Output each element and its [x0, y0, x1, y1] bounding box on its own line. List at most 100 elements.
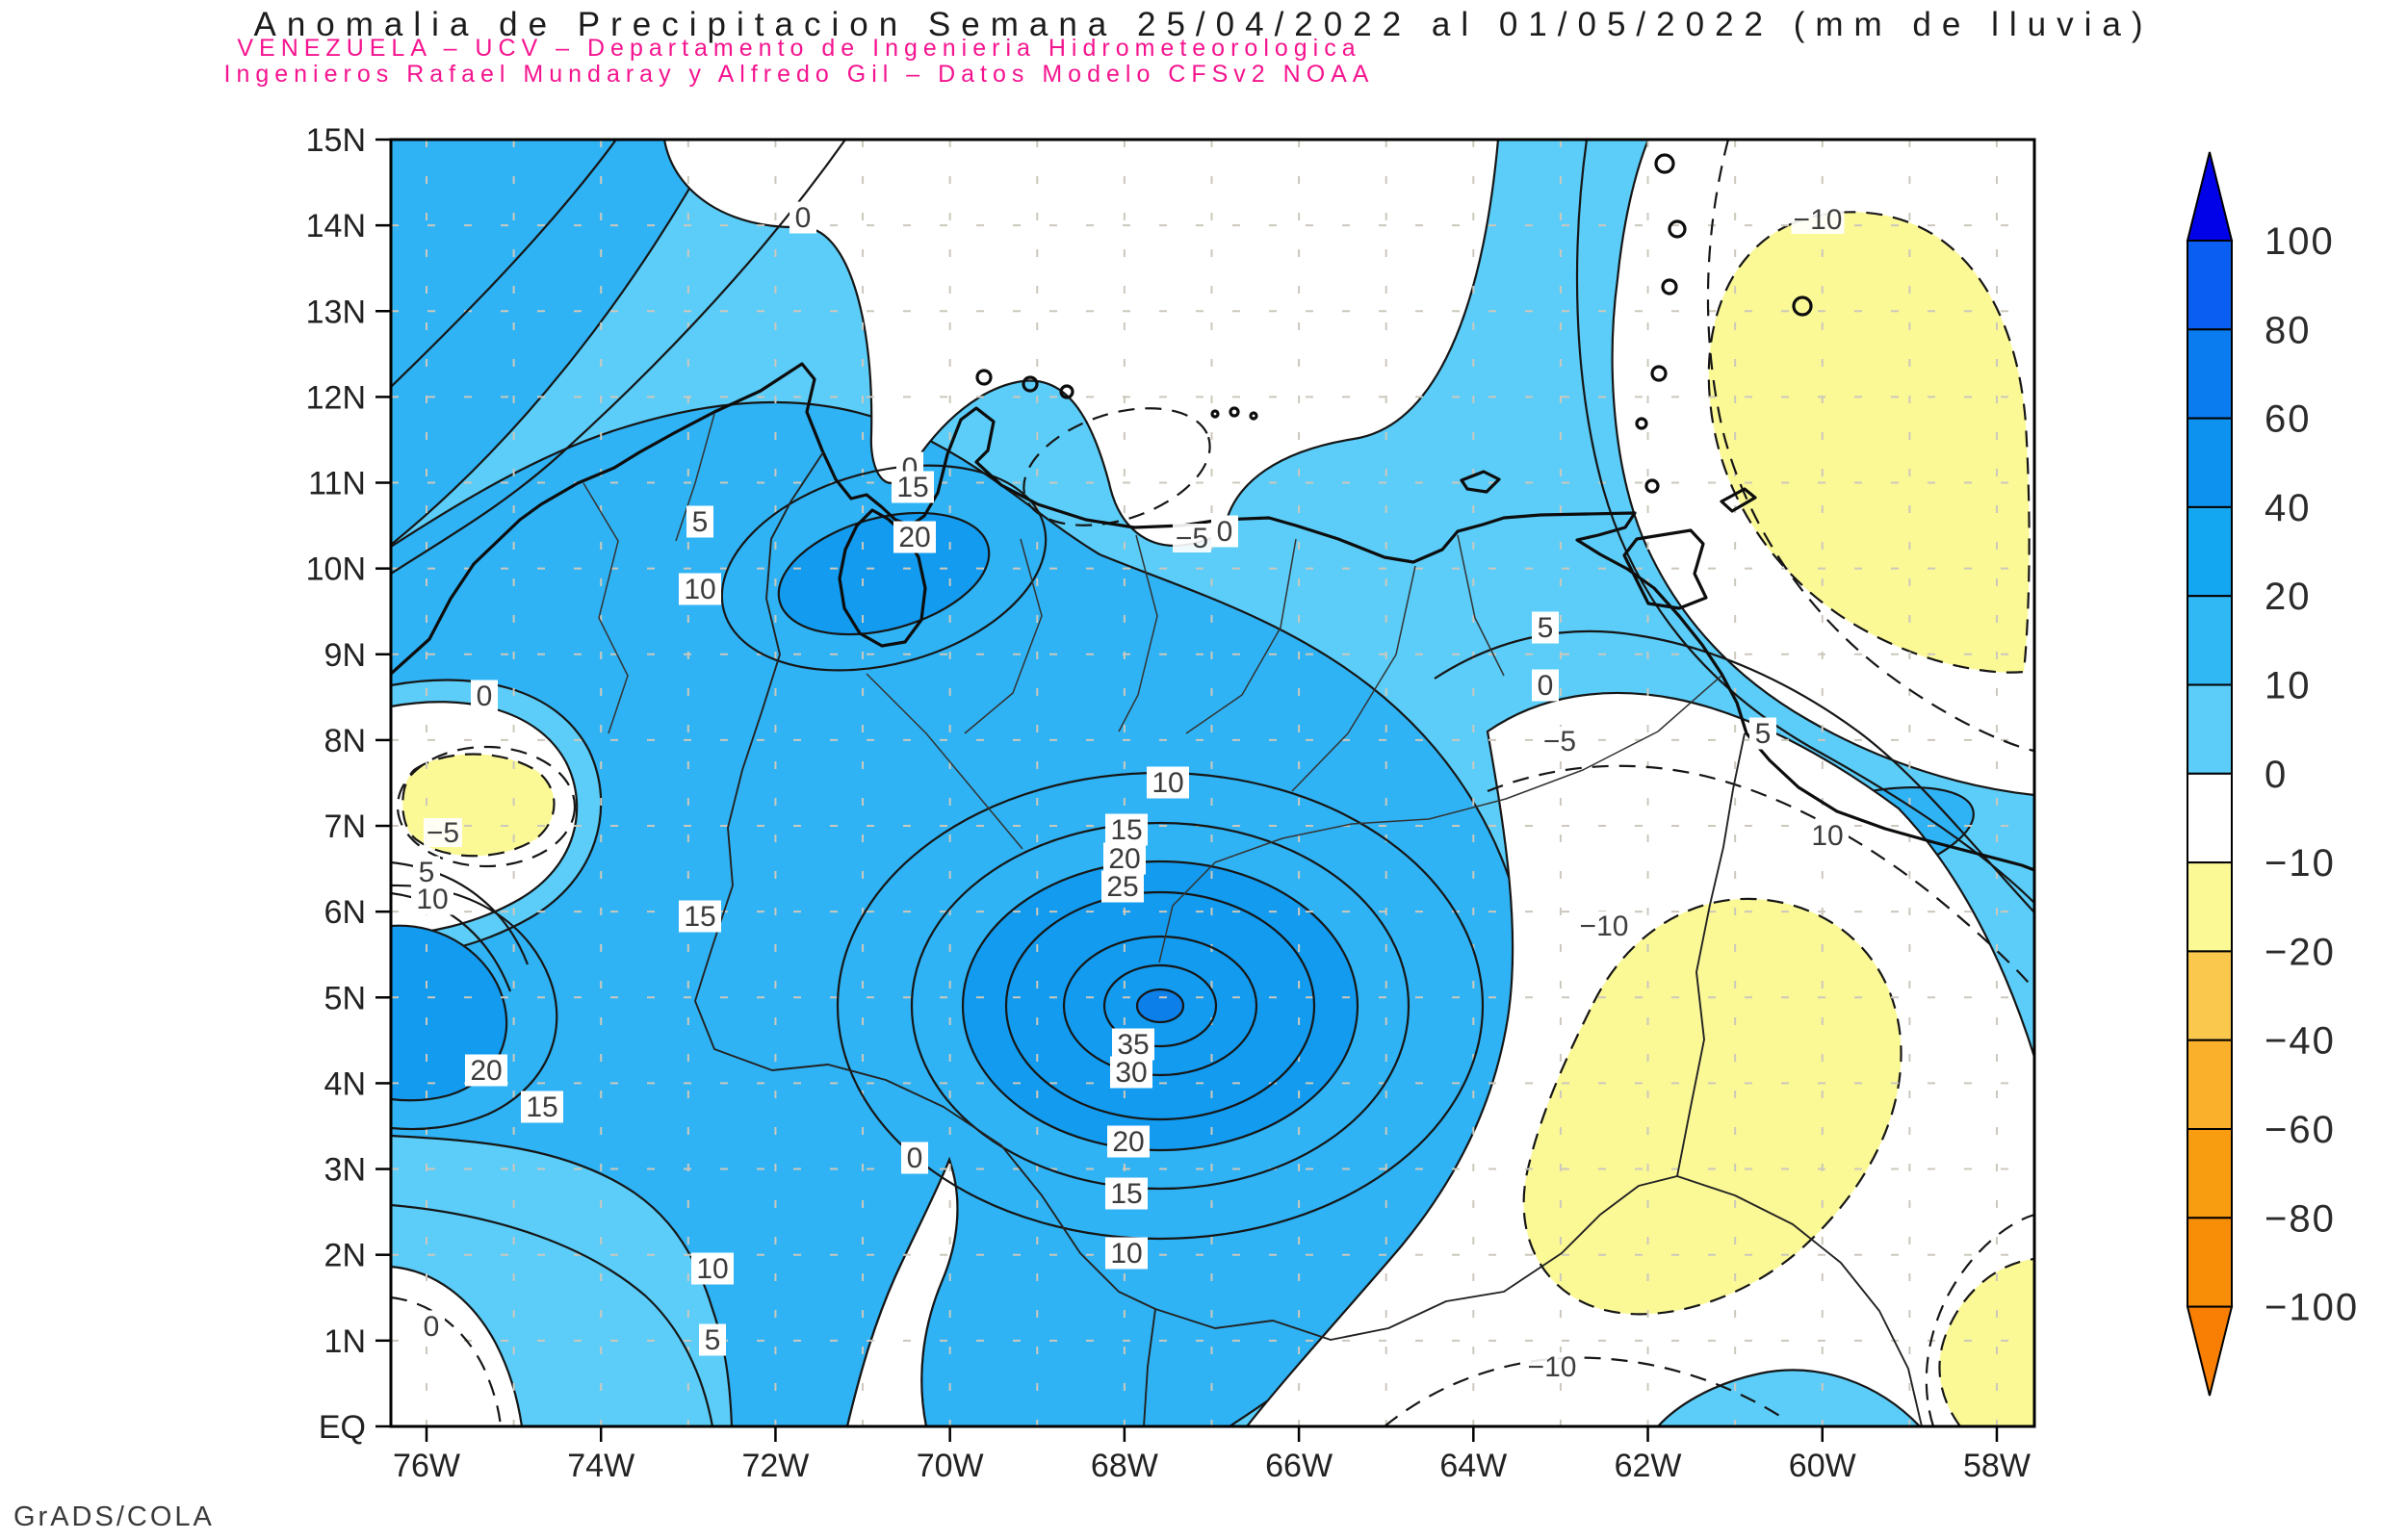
contour-label: 10 [1152, 767, 1183, 799]
map-frame [389, 138, 2036, 1428]
contour-label-negative: −10 [1580, 911, 1629, 942]
contour-label: 5 [705, 1324, 721, 1356]
fill-band-neg10-yellow [401, 211, 2034, 1426]
page-title: Anomalia de Precipitacion Semana 25/04/2… [253, 6, 2154, 43]
contour-label-box [1105, 1237, 1148, 1270]
contour-label-box [789, 201, 816, 234]
y-axis-label: 13N [306, 294, 366, 330]
contour-label: 10 [696, 1253, 728, 1285]
contour-label-halo [424, 818, 462, 847]
contour-label: 0 [424, 1311, 440, 1343]
legend-swatch [2187, 240, 2233, 331]
contour-label: 20 [1108, 843, 1140, 875]
contour-label: 5 [419, 857, 435, 888]
contour-label-negative: −10 [1794, 204, 1843, 236]
state-lines [582, 413, 1722, 963]
contour-label: 5 [1755, 718, 1772, 750]
grads-watermark: GrADS/COLA [13, 1502, 215, 1532]
contour-label: 10 [1110, 1238, 1142, 1270]
contour-label-box [691, 1252, 734, 1285]
contour-label: 25 [1106, 871, 1138, 903]
legend-swatch [2187, 1217, 2233, 1308]
legend-swatch [2187, 595, 2233, 686]
legend-triangle-top [2186, 151, 2234, 242]
contour-label-halo [1173, 524, 1211, 552]
legend-swatch [2187, 861, 2233, 953]
contour-label-box [679, 573, 721, 605]
x-axis-label: 66W [1265, 1448, 1333, 1484]
contour-label-box [679, 900, 721, 933]
y-axis-label: 9N [324, 637, 366, 674]
contour-label: 0 [1538, 670, 1554, 702]
contour-label: 15 [1110, 814, 1142, 846]
x-axis-label: 74W [567, 1448, 634, 1484]
legend-value-label: 60 [2265, 398, 2312, 441]
contour-label-box [471, 680, 498, 712]
legend-value-label: 80 [2265, 309, 2312, 351]
contour-label-box [699, 1323, 726, 1356]
y-axis-label: 15N [306, 122, 366, 159]
legend-value-label: −20 [2265, 931, 2336, 973]
page-subtitle-1: VENEZUELA – UCV – Departamento de Ingeni… [237, 35, 1361, 62]
legend-value-label: 0 [2265, 754, 2288, 796]
contour-label: 20 [898, 522, 930, 553]
y-axis-label: 8N [324, 723, 366, 759]
legend-value-label: −80 [2265, 1197, 2336, 1240]
y-axis-label: 4N [324, 1065, 366, 1102]
contour-label-box [893, 521, 936, 553]
y-axis-label: 12N [306, 379, 366, 416]
contour-lines-dashed [391, 140, 2034, 1426]
y-axis-label: 2N [324, 1238, 366, 1274]
border-lines [694, 451, 1923, 1426]
contour-label: 0 [907, 1142, 923, 1174]
contour-label-halo [1577, 911, 1631, 940]
x-axis-label: 70W [917, 1448, 984, 1484]
legend-triangle-bottom [2186, 1305, 2234, 1397]
x-axis-label: 64W [1439, 1448, 1507, 1484]
contour-label: 5 [1538, 612, 1554, 644]
map-body: 0015205100505100510152015101520253530201… [391, 140, 2034, 1426]
contour-label-box [465, 1054, 507, 1087]
contour-label: 20 [1112, 1126, 1144, 1158]
x-axis-label: 76W [393, 1448, 460, 1484]
contour-label-box [1112, 1028, 1154, 1061]
contour-label-box [521, 1091, 563, 1123]
contour-label-box [1532, 611, 1559, 644]
legend-value-label: 40 [2265, 487, 2312, 529]
contour-label: 10 [1811, 820, 1843, 852]
legend-value-label: 20 [2265, 576, 2312, 618]
legend-swatch [2187, 1128, 2233, 1219]
contour-label-box [1105, 1177, 1148, 1210]
contour-label-box [1103, 842, 1146, 875]
contour-label-negative: −10 [1528, 1351, 1577, 1383]
axes: 76W 74W 72W 70W 68W 66W 64W 62W 60W 58W 15N 14N 13N 1… [306, 122, 2031, 1484]
contour-labels: 0015205100505100510152015101520253530201… [411, 201, 1849, 1383]
contour-label-halo [1540, 727, 1579, 756]
y-axis-label: 6N [324, 894, 366, 931]
contour-label-box [686, 505, 713, 538]
contour-label: 5 [692, 506, 709, 538]
x-axis-label: 72W [741, 1448, 809, 1484]
x-axis-label: 68W [1091, 1448, 1158, 1484]
legend-value-label: −40 [2265, 1020, 2336, 1063]
y-axis-label: 5N [324, 980, 366, 1016]
contour-label: 0 [1217, 516, 1233, 548]
y-axis-label: 3N [324, 1152, 366, 1189]
contour-label-box [1107, 1125, 1150, 1158]
contour-label-box [901, 1142, 928, 1174]
x-axis-label: 60W [1789, 1448, 1856, 1484]
legend-swatch [2187, 1039, 2233, 1130]
contour-label: 35 [1117, 1029, 1149, 1061]
y-axis-label: EQ [319, 1409, 366, 1446]
contour-label-box [1147, 766, 1189, 799]
y-axis-label: 11N [308, 466, 366, 502]
contour-label: 20 [470, 1055, 502, 1087]
contour-label-box [892, 471, 934, 503]
contour-label: 15 [526, 1091, 557, 1123]
legend-value-label: 10 [2265, 665, 2312, 707]
contour-label-negative: −5 [1176, 523, 1208, 554]
legend-swatch [2187, 328, 2233, 420]
contour-label: 10 [684, 574, 715, 605]
